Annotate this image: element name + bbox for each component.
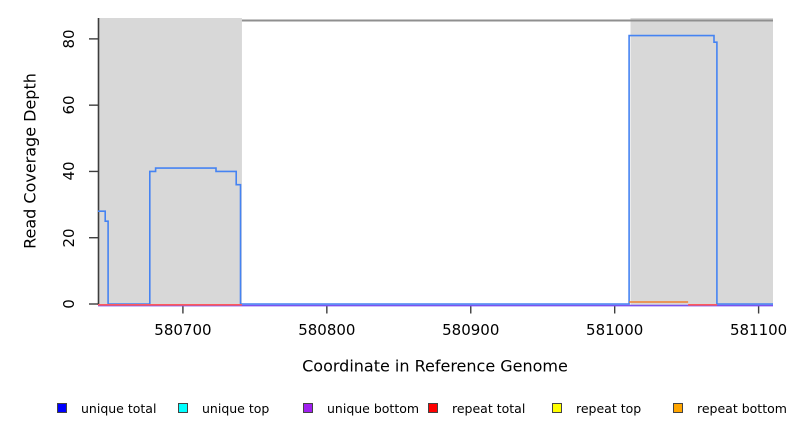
legend-item: repeat top [552,400,642,416]
y-tick-label: 0 [60,299,78,309]
legend-label: unique total [81,400,157,416]
legend-item: unique bottom [303,400,420,416]
x-tick-label: 581000 [586,321,644,339]
y-tick-label: 80 [60,29,78,49]
legend-item: repeat total [428,400,526,416]
legend-item: unique total [57,400,157,416]
legend-swatch-icon [673,403,683,413]
legend-swatch-icon [57,403,67,413]
x-tick-label: 580900 [442,321,500,339]
legend-swatch-icon [178,403,188,413]
x-tick-label: 581100 [729,321,788,339]
legend-item: unique top [178,400,270,416]
shaded-region [98,18,242,305]
y-tick-label: 60 [60,95,78,115]
series-line-unique-total [98,34,773,305]
legend-label: repeat bottom [697,400,787,416]
legend-label: repeat total [452,400,526,416]
shaded-region [630,18,773,305]
y-tick-label: 40 [60,161,78,181]
y-axis-title: Read Coverage Depth [20,73,40,249]
legend-swatch-icon [303,403,313,413]
legend-item: repeat bottom [673,400,787,416]
legend-label: unique bottom [327,400,420,416]
legend-swatch-icon [428,403,438,413]
legend-label: repeat top [576,400,642,416]
y-tick-label: 20 [60,228,78,248]
legend-label: unique top [202,400,270,416]
x-tick-label: 580800 [298,321,356,339]
x-axis-title: Coordinate in Reference Genome [302,356,568,376]
x-tick-label: 580700 [154,321,212,339]
legend-swatch-icon [552,403,562,413]
